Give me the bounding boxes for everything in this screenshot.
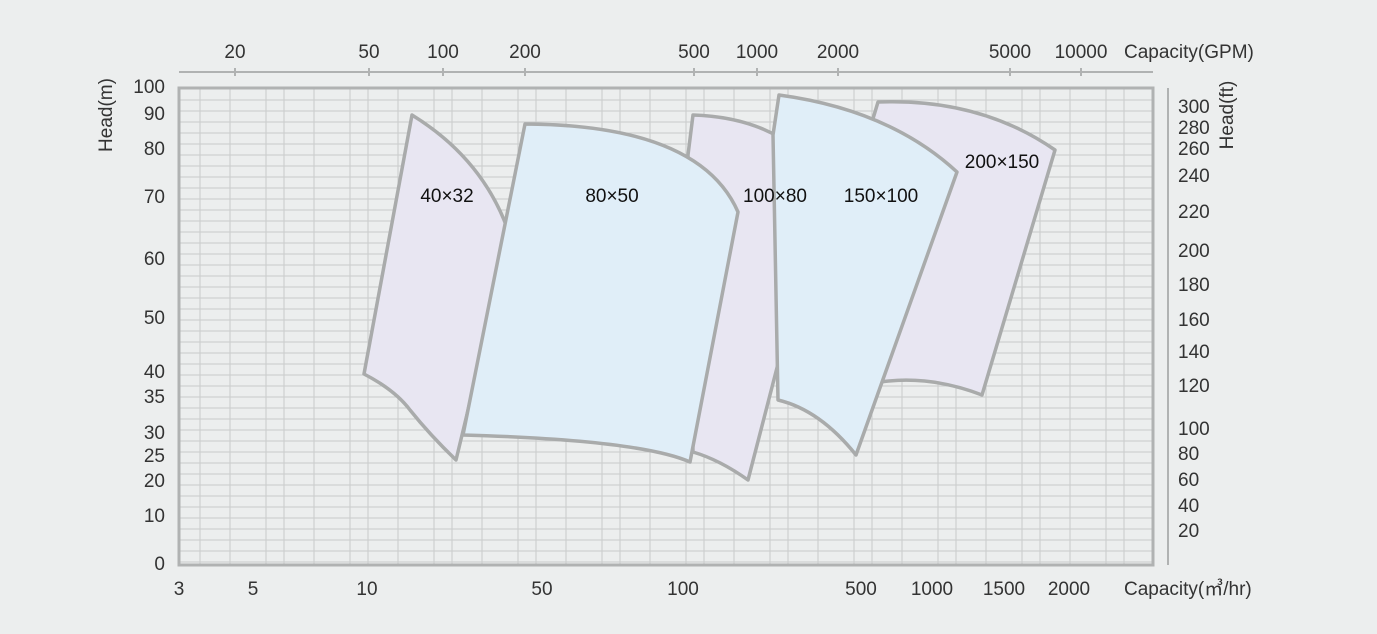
y-tick-label: 90 [144,104,165,125]
y-tick-label: 10 [144,506,165,527]
y-tick-label: 25 [144,446,165,467]
top-tick-label: 5000 [989,42,1031,63]
plot-frame [177,86,1155,567]
y-tick-label: 100 [133,77,165,98]
y2-tick-label: 180 [1178,275,1210,296]
x-tick-label: 10 [356,579,377,600]
region-label: 100×80 [743,186,807,207]
region-label: 80×50 [585,186,638,207]
region-label: 40×32 [420,186,473,207]
y2-tick-label: 40 [1178,496,1199,517]
y-tick-label: 80 [144,139,165,160]
top-tick-label: 20 [224,42,245,63]
y-tick-label: 20 [144,471,165,492]
x-tick-label: 100 [667,579,699,600]
region-150x100 [771,93,959,457]
top-tick-label: 2000 [817,42,859,63]
top-tick-label: 200 [509,42,541,63]
y-tick-label: 60 [144,249,165,270]
top-tick-label: 10000 [1055,42,1108,63]
bottom-axis-title: Capacity(㎥/hr) [1124,578,1252,600]
y2-tick-label: 60 [1178,470,1199,491]
region-80x50 [461,122,740,464]
left-axis-title: Head(m) [96,78,117,152]
top-axis-title: Capacity(GPM) [1124,42,1254,63]
y-tick-label: 50 [144,308,165,329]
y2-tick-label: 160 [1178,310,1210,331]
y2-tick-label: 280 [1178,118,1210,139]
y-tick-label: 35 [144,387,165,408]
y-tick-label: 70 [144,187,165,208]
y-tick-label: 0 [154,554,165,575]
right-axis-title: Head(ft) [1217,81,1238,150]
y2-tick-label: 200 [1178,241,1210,262]
top-tick-label: 50 [358,42,379,63]
x-tick-label: 1000 [911,579,953,600]
x-tick-label: 50 [531,579,552,600]
top-tick-label: 100 [427,42,459,63]
y2-tick-label: 240 [1178,166,1210,187]
x-tick-label: 3 [174,579,185,600]
x-tick-label: 1500 [983,579,1025,600]
y2-tick-label: 20 [1178,521,1199,542]
y2-tick-label: 140 [1178,342,1210,363]
x-tick-label: 5 [248,579,259,600]
y2-tick-label: 100 [1178,419,1210,440]
x-tick-label: 500 [845,579,877,600]
top-tick-label: 500 [678,42,710,63]
y2-tick-label: 120 [1178,376,1210,397]
y-tick-label: 30 [144,423,165,444]
region-label: 200×150 [965,152,1040,173]
y2-tick-label: 300 [1178,97,1210,118]
y2-tick-label: 260 [1178,139,1210,160]
x-tick-label: 2000 [1048,579,1090,600]
y2-tick-label: 220 [1178,202,1210,223]
top-tick-label: 1000 [736,42,778,63]
y-tick-label: 40 [144,362,165,383]
y2-tick-label: 80 [1178,444,1199,465]
region-label: 150×100 [844,186,919,207]
